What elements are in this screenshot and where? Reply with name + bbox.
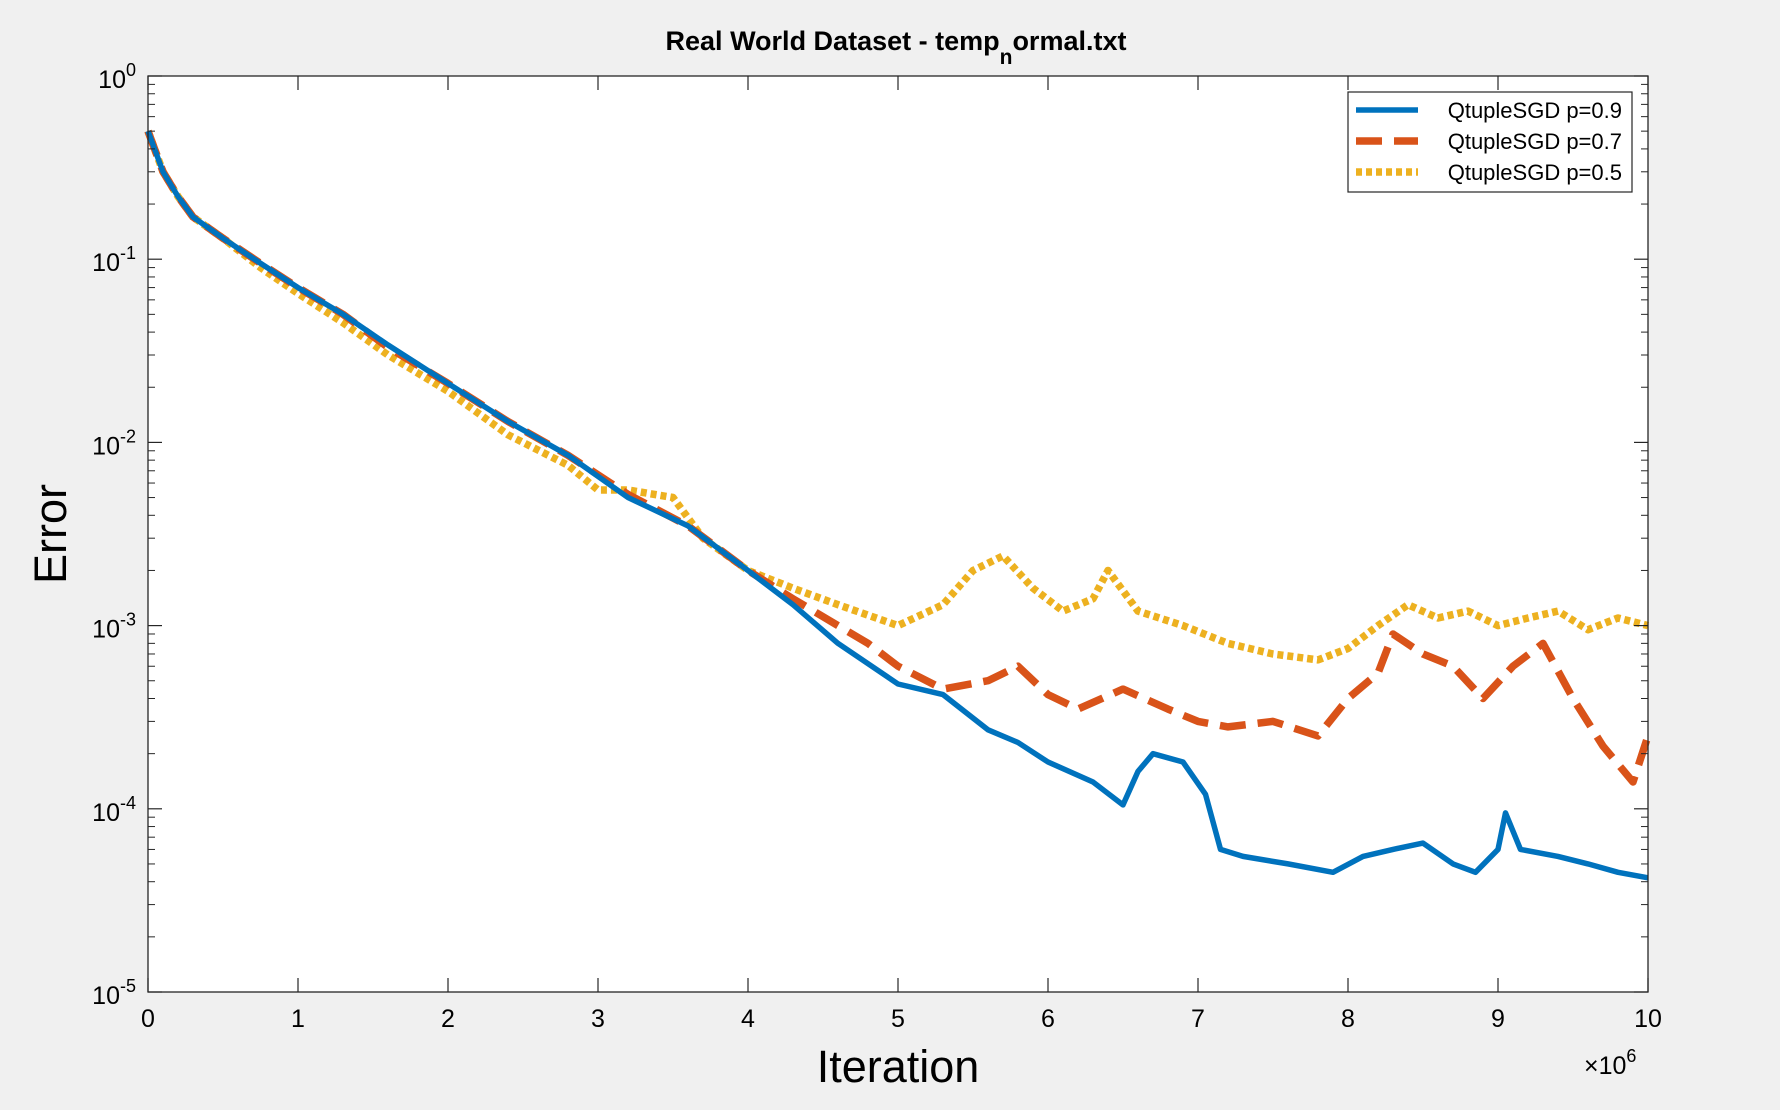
x-tick-label: 6 [1041, 1005, 1055, 1033]
x-tick-label: 1 [291, 1005, 305, 1033]
chart-title-suffix: ormal.txt [1012, 26, 1126, 56]
legend-label: QtupleSGD p=0.9 [1448, 98, 1622, 123]
x-tick-labels: 0 1 2 3 4 5 6 7 8 9 10 [141, 1005, 1662, 1033]
x-exponent-base: ×10 [1584, 1052, 1626, 1080]
x-exponent-power: 6 [1626, 1046, 1636, 1066]
y-tick-label: 10-3 [92, 610, 136, 644]
y-tick-label: 10-2 [92, 426, 136, 460]
x-axis-label: Iteration [817, 1041, 980, 1092]
x-tick-label: 10 [1634, 1005, 1662, 1033]
y-tick-labels: 100 10-1 10-2 10-3 10-4 10-5 [92, 60, 136, 1010]
y-tick-label: 10-4 [92, 793, 136, 827]
chart-title-main: Real World Dataset - temp [666, 26, 1000, 56]
x-tick-label: 3 [591, 1005, 605, 1033]
x-tick-label: 7 [1191, 1005, 1205, 1033]
x-tick-label: 0 [141, 1005, 155, 1033]
legend-label: QtupleSGD p=0.7 [1448, 129, 1622, 154]
chart-title-subscript: n [1000, 46, 1013, 69]
series-line-solid [145, 130, 1649, 881]
legend-label: QtupleSGD p=0.5 [1448, 160, 1622, 185]
x-tick-label: 2 [441, 1005, 455, 1033]
x-exponent-label: ×106 [1584, 1046, 1636, 1080]
y-tick-label: 10-5 [92, 976, 136, 1010]
legend-items: QtupleSGD p=0.9 QtupleSGD p=0.7 QtupleSGD … [1356, 98, 1622, 185]
y-tick-label: 100 [98, 60, 136, 94]
y-tick-label: 10-1 [92, 243, 136, 277]
plot-lines [144, 129, 1652, 881]
chart-title: Real World Dataset - tempnormal.txt [666, 26, 1127, 69]
x-tick-label: 4 [741, 1005, 755, 1033]
plot-area [148, 76, 1648, 992]
x-tick-label: 8 [1341, 1005, 1355, 1033]
x-tick-label: 5 [891, 1005, 905, 1033]
y-axis-label: Error [25, 484, 76, 584]
legend: QtupleSGD p=0.9 QtupleSGD p=0.7 QtupleSGD … [1347, 91, 1633, 193]
axes-box [147, 75, 1649, 993]
x-tick-label: 9 [1491, 1005, 1505, 1033]
series-line-dotted [144, 129, 1649, 664]
